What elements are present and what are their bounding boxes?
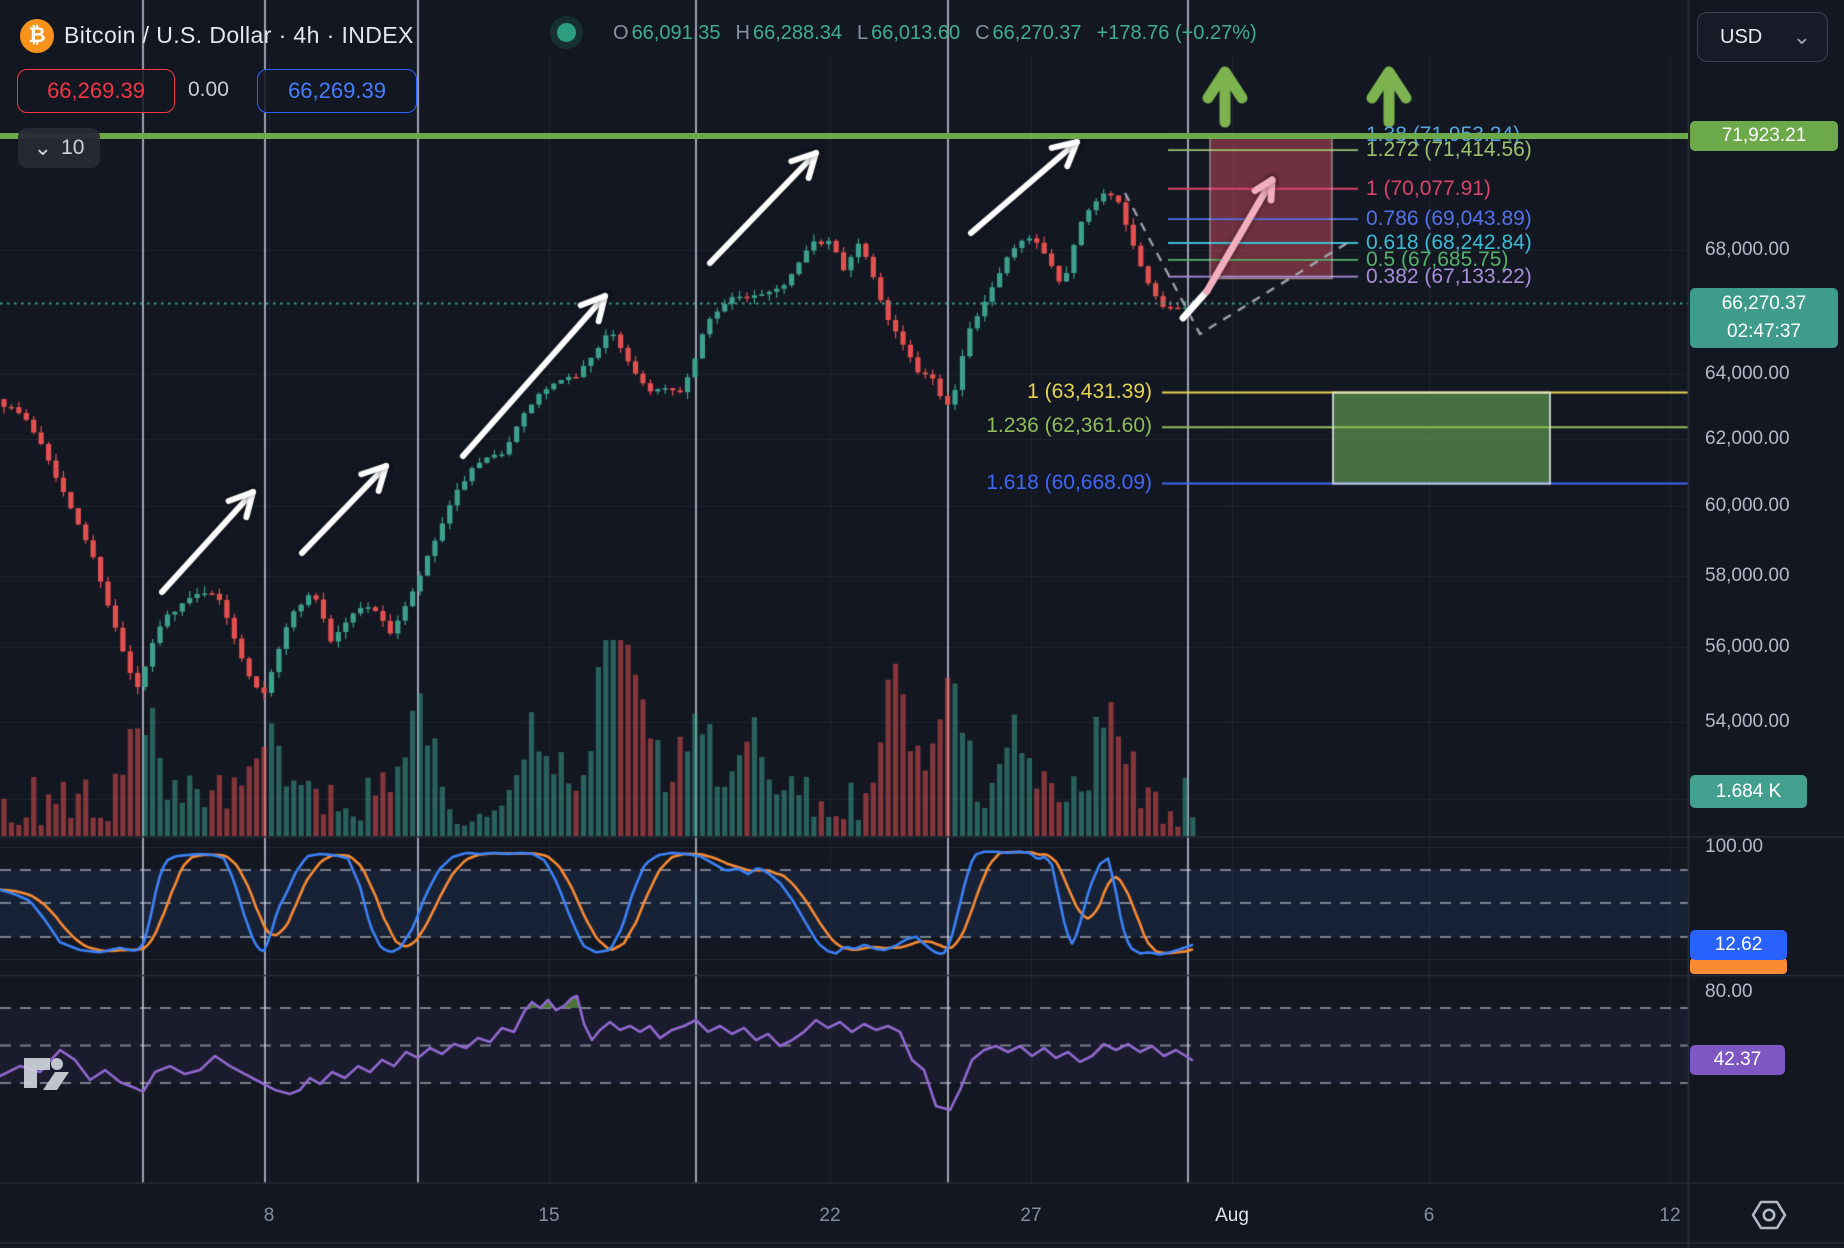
price-tick: 58,000.00 xyxy=(1705,564,1790,586)
stoch-d-badge xyxy=(1690,958,1787,974)
market-status-icon[interactable] xyxy=(557,23,576,42)
ohlc-open: O 66,091.35 xyxy=(613,22,721,44)
ohlc-change: +178.76 (+0.27%) xyxy=(1096,22,1257,44)
fib-retracement-label[interactable]: 1.272 (71,414.56) xyxy=(1366,138,1532,162)
bitcoin-glyph: ₿ xyxy=(28,24,46,47)
ohlc-low: L 66,013.60 xyxy=(856,22,961,44)
ohlc-close: C 66,270.37 xyxy=(975,22,1082,44)
ask-price-button[interactable]: 66,269.39 xyxy=(257,69,417,113)
last-price-badge: 66,270.37 02:47:37 xyxy=(1690,288,1838,348)
resistance-price-badge: 71,923.21 xyxy=(1690,121,1838,151)
price-tick: 56,000.00 xyxy=(1705,636,1790,658)
fib-retracement-label[interactable]: 0.5 (67,685.75) xyxy=(1366,247,1509,271)
chevron-down-icon: ⌄ xyxy=(33,135,53,160)
bar-countdown: 02:47:37 xyxy=(1727,321,1801,342)
price-tick: 100.00 xyxy=(1705,836,1764,857)
price-tick: 68,000.00 xyxy=(1705,239,1790,261)
time-label: 27 xyxy=(1020,1205,1042,1226)
tradingview-logo[interactable] xyxy=(22,1054,80,1094)
price-axis[interactable]: 71,923.21 66,270.37 02:47:37 1.684 K 12.… xyxy=(1688,0,1844,1248)
fib-extension-label[interactable]: 1.236 (62,361.60) xyxy=(986,414,1152,438)
fib-retracement-label[interactable]: 0.618 (68,242.84) xyxy=(1366,231,1532,255)
price-tick: 62,000.00 xyxy=(1705,428,1790,450)
bid-price-button[interactable]: 66,269.39 xyxy=(17,69,175,113)
time-axis[interactable]: 8 15 22 27 Aug 6 12 xyxy=(0,1183,1844,1244)
stoch-k-badge: 12.62 xyxy=(1690,930,1787,960)
price-tick: 64,000.00 xyxy=(1705,363,1790,385)
indicator-count: 10 xyxy=(61,136,85,159)
price-tick: 54,000.00 xyxy=(1705,710,1790,732)
fib-retracement-label[interactable]: 1 (70,077.91) xyxy=(1366,176,1491,200)
currency-select[interactable]: USD ⌄ xyxy=(1697,12,1828,62)
oscillator-badge: 42.37 xyxy=(1690,1045,1785,1075)
time-label: Aug xyxy=(1215,1205,1249,1226)
fib-extension-label[interactable]: 1.618 (60,668.09) xyxy=(986,470,1152,494)
time-label: 8 xyxy=(263,1205,275,1226)
fib-extension-label[interactable]: 1 (63,431.39) xyxy=(1027,379,1152,403)
fib-retracement-label[interactable]: 0.786 (69,043.89) xyxy=(1366,207,1532,231)
volume-badge: 1.684 K xyxy=(1690,775,1807,808)
resistance-line[interactable] xyxy=(0,133,1688,139)
ohlc-readout: O 66,091.35 H 66,288.34 L 66,013.60 C 66,270… xyxy=(613,22,1257,45)
legend-collapse-button[interactable]: ⌄ 10 xyxy=(18,128,100,168)
currency-value: USD xyxy=(1720,25,1763,48)
bitcoin-logo-icon: ₿ xyxy=(20,19,54,53)
last-price-value: 66,270.37 xyxy=(1721,293,1807,314)
time-label: 12 xyxy=(1659,1205,1681,1226)
price-tick: 80.00 xyxy=(1705,981,1753,1002)
time-label: 22 xyxy=(819,1205,841,1226)
symbol-title[interactable]: Bitcoin / U.S. Dollar · 4h · INDEX xyxy=(64,22,414,48)
ohlc-high: H 66,288.34 xyxy=(735,22,842,44)
time-label: 15 xyxy=(538,1205,560,1226)
fib-retracement-label[interactable]: 0.382 (67,133.22) xyxy=(1366,264,1532,288)
gear-icon[interactable] xyxy=(1748,1196,1790,1234)
spread-value: 0.00 xyxy=(188,78,229,101)
price-tick: 60,000.00 xyxy=(1705,495,1790,517)
time-label: 6 xyxy=(1423,1205,1435,1226)
chevron-down-icon: ⌄ xyxy=(1792,24,1811,49)
